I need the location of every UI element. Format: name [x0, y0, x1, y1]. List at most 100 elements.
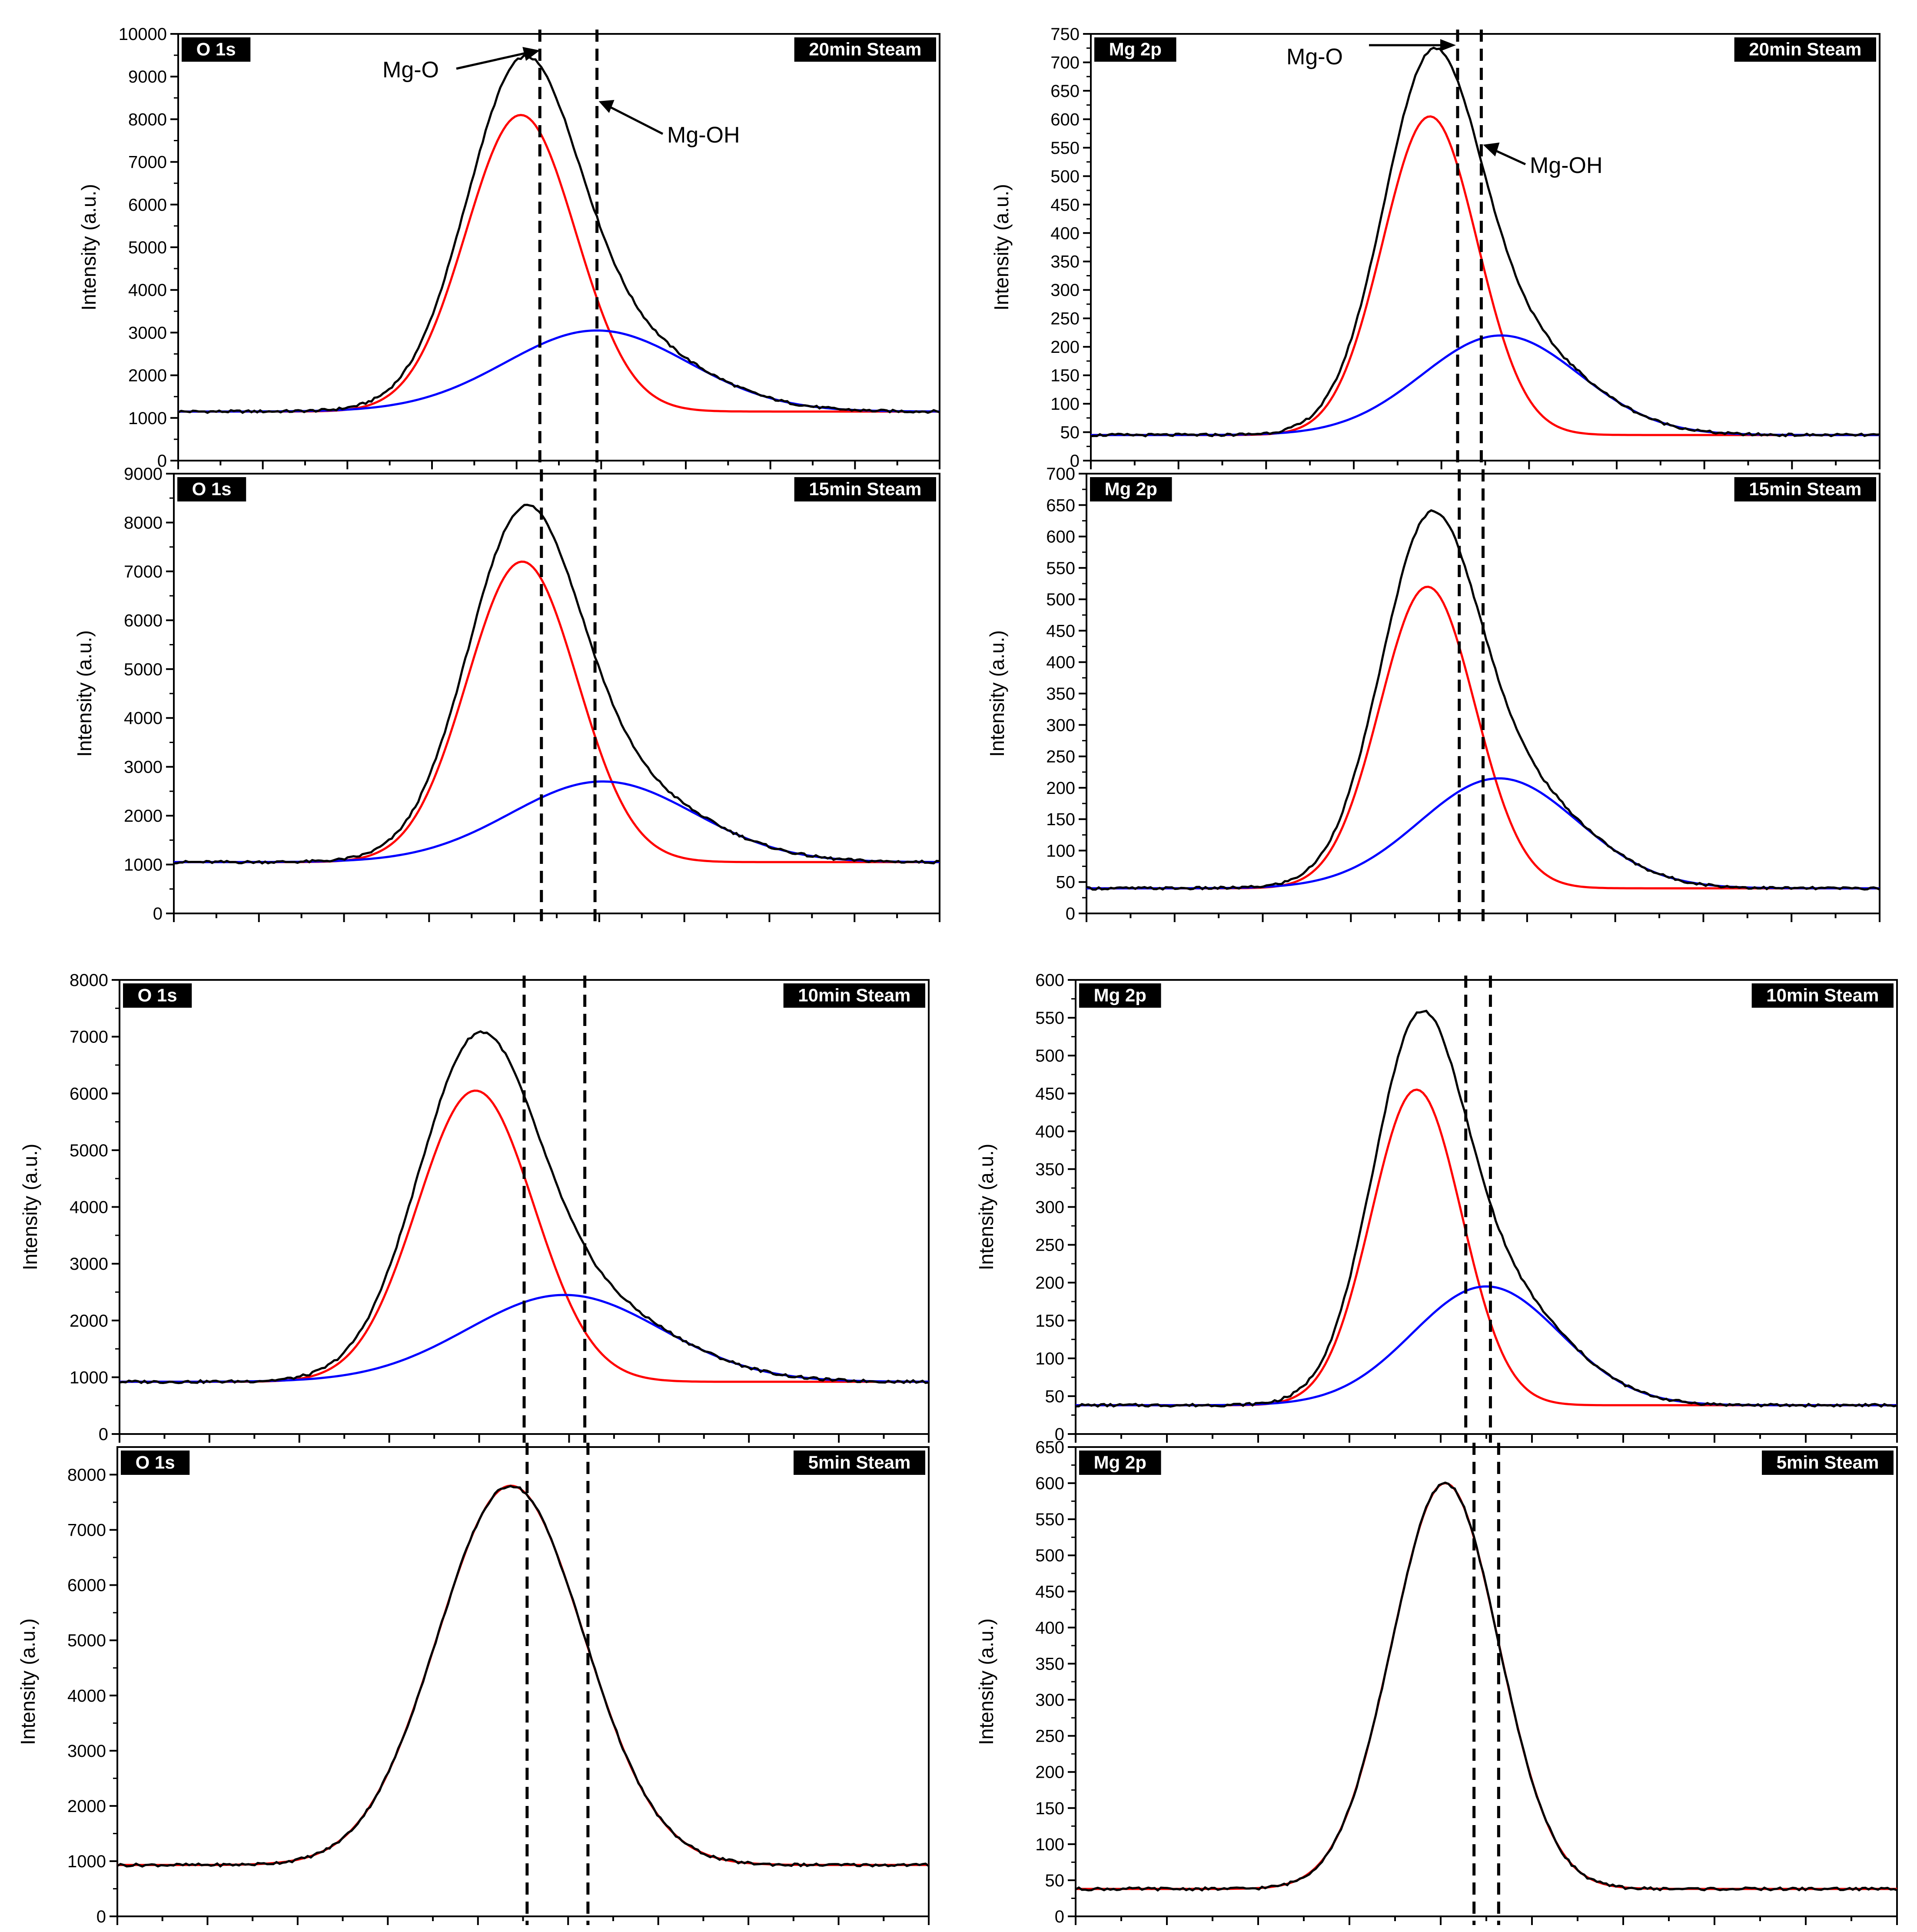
annotation-mg-oh: Mg-OH	[667, 123, 740, 148]
measured-spectrum-curve	[1075, 1481, 1897, 1892]
y-tick-label: 0	[157, 451, 167, 471]
y-tick-label: 300	[1046, 716, 1075, 735]
y-tick-label: 8000	[128, 110, 167, 129]
y-tick-label: 8000	[70, 971, 108, 990]
y-tick-label: 3000	[67, 1742, 106, 1761]
y-tick-label: 100	[1035, 1349, 1064, 1368]
y-tick-label: 100	[1046, 841, 1075, 860]
arrowhead	[522, 47, 540, 61]
annotation-arrow-mg-o	[456, 50, 534, 70]
y-tick-label: 550	[1046, 559, 1075, 578]
y-tick-label: 200	[1050, 338, 1080, 357]
y-tick-label: 600	[1050, 110, 1080, 129]
measured-spectrum-curve	[116, 1485, 930, 1868]
y-axis-label: Intensity (a.u.)	[990, 184, 1013, 310]
y-tick-label: 4000	[67, 1686, 106, 1706]
y-tick-label: 200	[1035, 1274, 1064, 1293]
panel-lower-right: 0 50 100 150 200 250 300 350 400 450 500 550 600 Inte…	[975, 971, 1898, 1444]
y-tick-label: 400	[1046, 653, 1075, 672]
y-tick-label: 0	[1055, 1425, 1064, 1444]
y-tick-label: 650	[1050, 82, 1080, 101]
y-tick-label: 9000	[128, 67, 167, 86]
element-tag-box	[182, 37, 251, 62]
element-tag-label: O 1s	[136, 1452, 175, 1472]
element-tag-box	[177, 477, 246, 501]
y-tick-label: 5000	[67, 1631, 106, 1650]
annotation-mg-o: Mg-O	[1286, 44, 1343, 70]
y-tick-label: 300	[1035, 1691, 1064, 1710]
y-tick-label: 550	[1050, 139, 1080, 158]
y-tick-label: 3000	[70, 1255, 108, 1274]
treatment-tag-box	[1734, 477, 1876, 501]
element-tag-box	[123, 983, 192, 1008]
y-tick-label: 600	[1035, 971, 1064, 990]
y-tick-label: 350	[1050, 252, 1080, 272]
element-tag-label: Mg 2p	[1105, 478, 1157, 499]
y-tick-label: 150	[1050, 366, 1080, 385]
annotation-arrow-mg-oh	[602, 102, 664, 135]
element-tag-box	[1079, 983, 1161, 1008]
y-tick-label: 1000	[128, 409, 167, 428]
panel-middle-right: 0 50 100 150 200 250 300 350 400 450 500 550 600 650 7…	[986, 465, 1880, 923]
treatment-tag-box	[794, 37, 936, 62]
y-axis-label: Intensity (a.u.)	[19, 1144, 41, 1270]
arrowhead	[1440, 39, 1456, 51]
y-tick-label: 150	[1046, 810, 1075, 829]
y-tick-label: 9000	[124, 465, 163, 484]
y-tick-label: 150	[1035, 1799, 1064, 1818]
y-tick-label: 50	[1056, 873, 1076, 892]
y-tick-label: 350	[1046, 684, 1075, 704]
treatment-tag-label: 5min Steam	[808, 1452, 911, 1472]
panel-middle-left: 0 1000 2000 3000 4000 5000 6000 7000 8000 9000 Int…	[73, 465, 940, 923]
y-tick-label: 8000	[124, 513, 163, 532]
element-tag-box	[1094, 37, 1176, 62]
y-tick-label: 350	[1035, 1160, 1064, 1179]
y-tick-label: 100	[1035, 1835, 1064, 1854]
y-tick-label: 100	[1050, 395, 1080, 414]
treatment-tag-box	[1751, 983, 1894, 1008]
y-tick-label: 5000	[124, 660, 163, 679]
element-tag-box	[1090, 477, 1172, 501]
y-tick-label: 0	[1070, 451, 1080, 471]
y-tick-label: 750	[1050, 25, 1080, 44]
y-tick-label: 400	[1035, 1618, 1064, 1637]
treatment-tag-box	[1762, 1451, 1894, 1475]
y-tick-label: 400	[1035, 1122, 1064, 1141]
y-tick-label: 650	[1035, 1438, 1064, 1457]
y-tick-label: 500	[1035, 1546, 1064, 1565]
y-axis-label: Intensity (a.u.)	[77, 184, 100, 310]
element-tag-label: O 1s	[192, 478, 232, 499]
y-tick-label: 50	[1060, 423, 1080, 442]
panel-top-right: 0 50 100 150 200 250 300 350 400 450 500 550 600 650 7…	[990, 25, 1880, 471]
element-tag-label: Mg 2p	[1094, 1452, 1146, 1472]
y-tick-label: 250	[1035, 1727, 1064, 1746]
y-axis-label: Intensity (a.u.)	[986, 630, 1008, 757]
element-tag-box	[121, 1451, 190, 1475]
y-tick-label: 6000	[70, 1084, 108, 1103]
element-tag-label: Mg 2p	[1094, 985, 1146, 1005]
element-tag-label: O 1s	[196, 39, 236, 59]
y-tick-label: 700	[1046, 465, 1075, 484]
y-tick-label: 4000	[128, 281, 167, 300]
y-tick-label: 700	[1050, 53, 1080, 72]
y-tick-label: 5000	[128, 238, 167, 257]
y-tick-label: 1000	[124, 856, 163, 875]
treatment-tag-label: 20min Steam	[1749, 39, 1861, 59]
y-tick-label: 0	[153, 904, 163, 923]
y-tick-label: 450	[1046, 621, 1075, 641]
y-tick-label: 7000	[124, 562, 163, 581]
measured-spectrum-curve	[173, 504, 940, 865]
y-tick-label: 650	[1046, 496, 1075, 515]
y-tick-label: 7000	[128, 153, 167, 172]
y-tick-label: 0	[96, 1907, 106, 1926]
y-tick-label: 3000	[124, 758, 163, 777]
y-axis-label: Intensity (a.u.)	[17, 1618, 39, 1745]
y-tick-label: 2000	[67, 1797, 106, 1816]
y-tick-label: 6000	[124, 611, 163, 630]
y-tick-label: 8000	[67, 1466, 106, 1485]
y-tick-label: 50	[1045, 1871, 1065, 1890]
panel-bottom-left: 0 1000 2000 3000 4000 5000 6000 7000 8000 Intensi…	[17, 1443, 930, 1926]
treatment-tag-label: 15min Steam	[1749, 478, 1861, 499]
